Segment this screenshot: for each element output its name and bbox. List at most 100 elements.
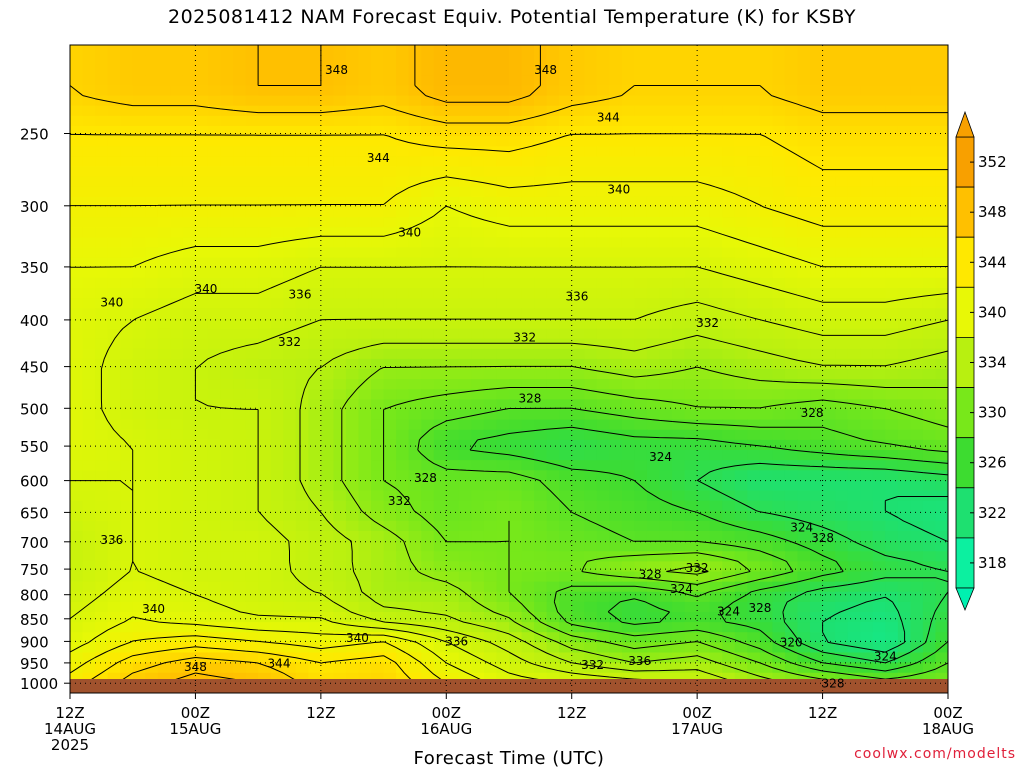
- field-cell: [95, 470, 109, 481]
- field-cell: [772, 146, 786, 157]
- field-cell: [860, 480, 874, 492]
- field-cell: [483, 662, 498, 674]
- field-cell: [233, 450, 247, 461]
- field-cell: [734, 612, 748, 623]
- field-cell: [910, 75, 924, 87]
- field-cell: [559, 186, 573, 198]
- field-cell: [797, 288, 811, 299]
- field-cell: [233, 591, 247, 603]
- field-cell: [145, 105, 159, 117]
- field-cell: [107, 288, 121, 299]
- field-cell: [897, 591, 911, 603]
- field-cell: [483, 419, 498, 431]
- field-cell: [722, 146, 736, 157]
- field-cell: [546, 217, 560, 228]
- field-cell: [509, 348, 523, 360]
- field-cell: [245, 581, 259, 593]
- field-cell: [107, 85, 121, 97]
- x-tick-label-line: 2025: [51, 736, 89, 754]
- field-cell: [258, 419, 272, 431]
- field-cell: [182, 409, 197, 421]
- field-cell: [621, 662, 636, 674]
- field-cell: [584, 591, 598, 603]
- field-cell: [371, 257, 385, 269]
- field-cell: [345, 146, 360, 157]
- field-cell: [534, 399, 548, 411]
- field-cell: [534, 115, 548, 127]
- field-cell: [922, 308, 937, 319]
- field-cell: [534, 500, 548, 512]
- field-cell: [157, 338, 171, 350]
- contour-label: 340: [346, 631, 369, 645]
- credit-link[interactable]: coolwx.com/modelts: [854, 746, 1016, 762]
- contour-label: 328: [811, 531, 834, 545]
- field-cell: [534, 298, 548, 309]
- field-cell: [371, 358, 385, 370]
- field-cell: [107, 338, 121, 350]
- field-cell: [596, 105, 610, 117]
- field-cell: [371, 662, 385, 674]
- field-cell: [182, 490, 197, 502]
- field-cell: [82, 176, 96, 188]
- field-cell: [646, 126, 661, 137]
- field-cell: [935, 176, 948, 188]
- field-cell: [534, 389, 548, 400]
- field-cell: [82, 207, 96, 218]
- field-cell: [258, 227, 272, 238]
- field-cell: [446, 45, 460, 56]
- field-cell: [672, 601, 686, 613]
- field-cell: [283, 136, 297, 147]
- field-cell: [922, 247, 937, 259]
- field-cell: [132, 115, 146, 127]
- field-cell: [784, 652, 799, 664]
- field-cell: [446, 166, 460, 178]
- field-cell: [860, 237, 874, 249]
- field-cell: [847, 146, 861, 157]
- field-cell: [207, 277, 222, 289]
- field-cell: [270, 601, 284, 613]
- field-cell: [797, 439, 811, 451]
- field-cell: [772, 520, 786, 532]
- field-cell: [258, 622, 272, 633]
- field-cell: [333, 480, 347, 492]
- field-cell: [120, 672, 134, 684]
- field-cell: [120, 146, 134, 157]
- field-cell: [759, 267, 773, 279]
- field-cell: [860, 308, 874, 319]
- field-cell: [157, 298, 171, 309]
- field-cell: [120, 298, 134, 309]
- field-cell: [571, 642, 585, 654]
- field-cell: [559, 419, 573, 431]
- field-cell: [684, 470, 698, 481]
- field-cell: [722, 196, 736, 208]
- field-cell: [722, 105, 736, 117]
- x-tick-label-line: 12Z: [55, 704, 84, 722]
- field-cell: [433, 429, 447, 441]
- field-cell: [446, 480, 460, 492]
- field-cell: [458, 126, 472, 137]
- field-cell: [559, 612, 573, 623]
- field-cell: [82, 632, 96, 643]
- field-cell: [145, 510, 159, 522]
- field-cell: [220, 662, 234, 674]
- field-cell: [182, 237, 197, 249]
- field-cell: [107, 328, 121, 340]
- contour-label: 332: [686, 561, 709, 575]
- field-cell: [784, 601, 799, 613]
- field-cell: [471, 399, 485, 411]
- field-cell: [408, 581, 422, 593]
- field-cell: [195, 227, 209, 238]
- field-cell: [233, 389, 247, 400]
- field-cell: [697, 227, 711, 238]
- field-cell: [922, 237, 937, 249]
- field-cell: [233, 510, 247, 522]
- field-cell: [220, 561, 234, 573]
- field-cell: [320, 95, 334, 107]
- field-cell: [270, 227, 284, 238]
- field-cell: [546, 439, 560, 451]
- field-cell: [320, 115, 334, 127]
- field-cell: [295, 561, 309, 573]
- field-cell: [471, 55, 485, 66]
- field-cell: [772, 85, 786, 97]
- field-cell: [371, 227, 385, 238]
